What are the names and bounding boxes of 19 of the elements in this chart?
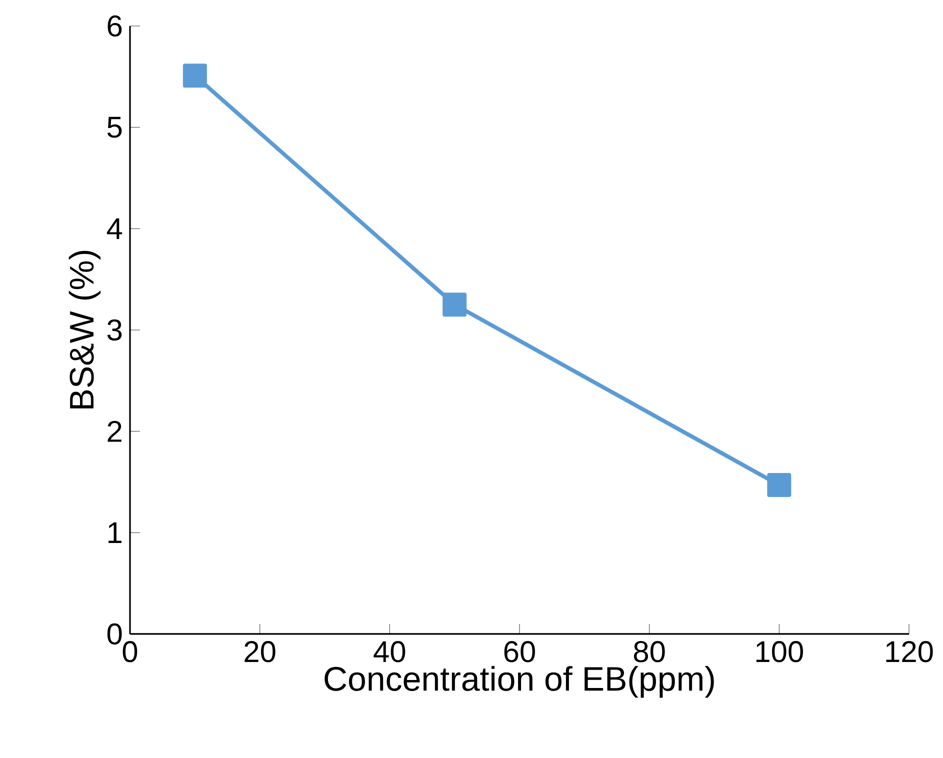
y-tick-label: 0 <box>107 623 122 645</box>
y-axis-title: BS&W (%) <box>68 250 101 408</box>
y-tick-label: 5 <box>107 116 122 138</box>
x-tick-label: 80 <box>634 641 665 662</box>
x-tick-label: 100 <box>756 641 803 662</box>
point <box>767 473 792 498</box>
x-tick-label: 20 <box>244 641 276 662</box>
y-tick-label: 1 <box>108 522 122 543</box>
point <box>182 64 207 88</box>
y-tick-label: 4 <box>106 218 122 239</box>
y-tick-label: 6 <box>108 15 122 37</box>
x-axis-title: Concentration of EB(ppm) <box>324 666 714 698</box>
point <box>442 292 467 317</box>
x-tick-label: 60 <box>504 641 535 662</box>
x-tick-label: 40 <box>374 641 406 662</box>
x-tick-label: 120 <box>886 641 933 662</box>
y-tick-label: 3 <box>107 319 122 341</box>
y-tick-label: 2 <box>108 420 122 442</box>
x-tick-label: 0 <box>122 641 138 662</box>
